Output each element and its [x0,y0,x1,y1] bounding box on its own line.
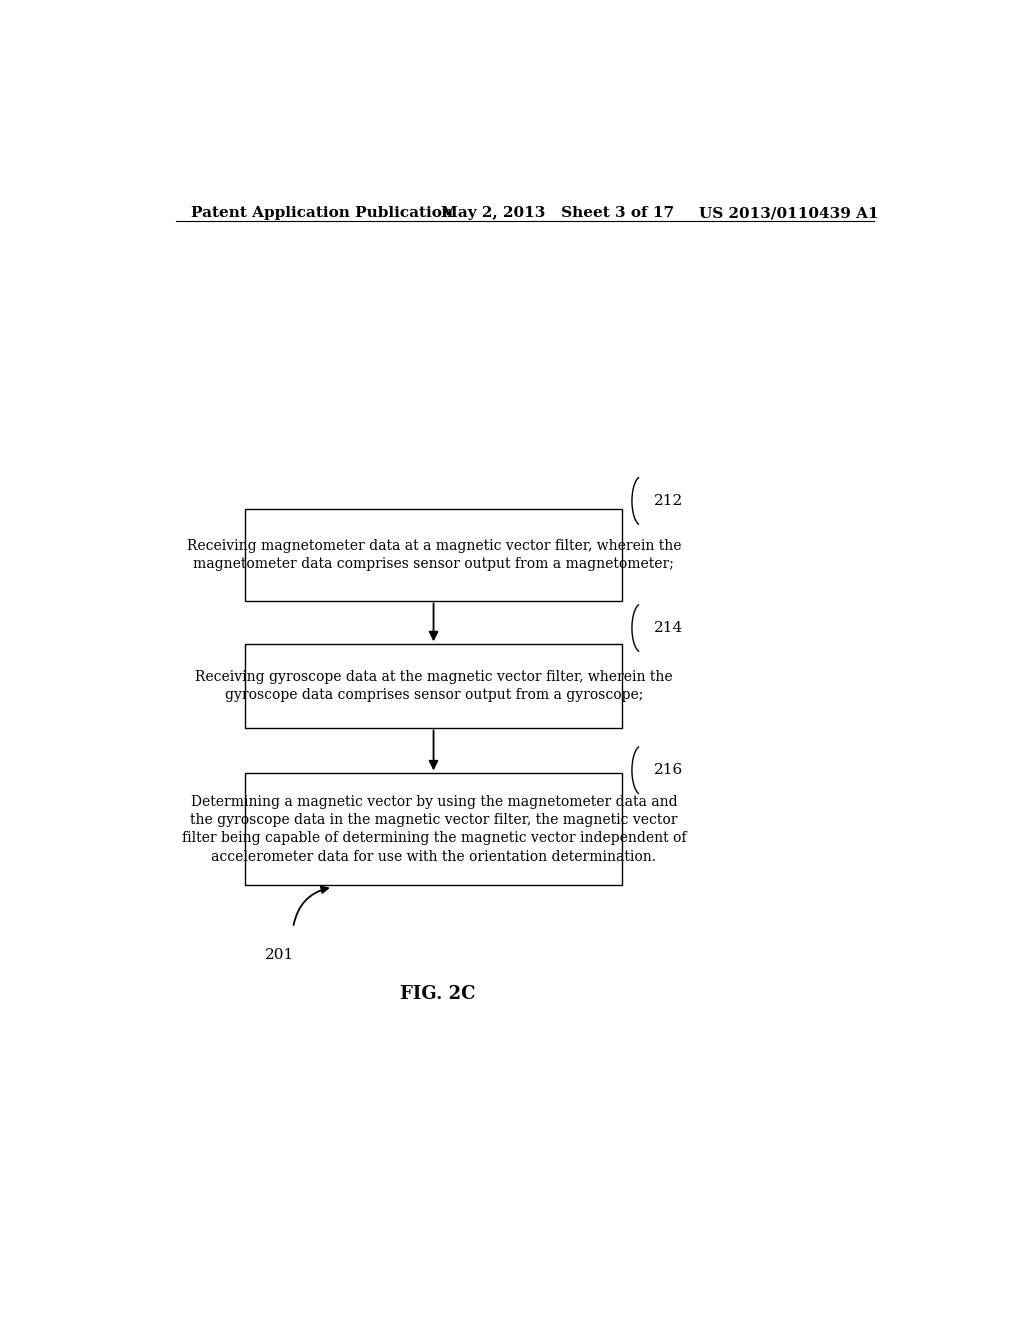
Text: Receiving magnetometer data at a magnetic vector filter, wherein the
magnetomete: Receiving magnetometer data at a magneti… [186,539,681,572]
Text: US 2013/0110439 A1: US 2013/0110439 A1 [699,206,879,220]
Text: 212: 212 [654,494,683,508]
Text: 214: 214 [654,620,683,635]
Text: 216: 216 [654,763,683,777]
Text: FIG. 2C: FIG. 2C [399,985,475,1003]
Text: Determining a magnetic vector by using the magnetometer data and
the gyroscope d: Determining a magnetic vector by using t… [181,795,686,863]
Text: Receiving gyroscope data at the magnetic vector filter, wherein the
gyroscope da: Receiving gyroscope data at the magnetic… [196,669,673,702]
Text: 201: 201 [264,948,294,962]
Text: May 2, 2013   Sheet 3 of 17: May 2, 2013 Sheet 3 of 17 [441,206,675,220]
FancyBboxPatch shape [246,510,623,601]
FancyBboxPatch shape [246,644,623,727]
Text: Patent Application Publication: Patent Application Publication [191,206,454,220]
FancyBboxPatch shape [246,774,623,886]
